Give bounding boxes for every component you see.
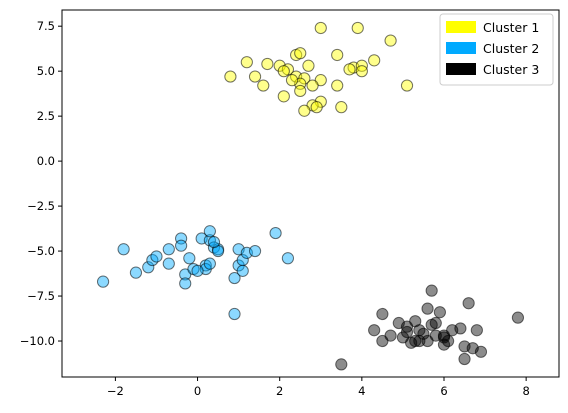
data-point <box>240 56 253 69</box>
data-point <box>376 307 389 321</box>
x-tick-label: 0 <box>194 384 201 398</box>
data-point <box>117 243 130 256</box>
data-point <box>384 34 397 47</box>
data-point <box>150 250 163 263</box>
data-point <box>310 101 323 114</box>
axes-frame <box>61 9 560 378</box>
data-point <box>162 257 175 270</box>
plot-area <box>96 21 525 371</box>
data-point <box>228 307 241 321</box>
y-tick-label: −10.0 <box>20 334 55 348</box>
y-tick-label: −7.5 <box>27 289 55 303</box>
data-point <box>302 59 315 72</box>
legend: Cluster 1 Cluster 2 Cluster 3 <box>439 13 554 86</box>
data-point <box>396 331 410 344</box>
y-tick-label: −2.5 <box>27 199 55 213</box>
data-point <box>421 302 434 315</box>
data-point <box>203 225 216 238</box>
data-point <box>298 104 311 117</box>
data-point <box>129 266 143 279</box>
data-point <box>417 327 430 340</box>
series-cluster-2 <box>96 225 295 321</box>
legend-swatch <box>446 63 476 75</box>
y-tick-label: 2.5 <box>37 109 55 123</box>
data-point <box>355 65 368 78</box>
data-point <box>248 70 262 83</box>
data-point <box>96 275 110 288</box>
axes: −2 0 2 4 6 8 −10.0 −7.5 −5.0 −2.5 0.0 2.5 5.0 7.5 <box>20 9 560 398</box>
data-point <box>179 277 192 290</box>
data-point <box>429 316 442 330</box>
data-point <box>281 252 295 265</box>
data-point <box>343 63 356 76</box>
data-point <box>277 90 290 103</box>
data-point <box>454 322 467 335</box>
data-point <box>335 358 348 371</box>
data-point <box>294 47 307 60</box>
data-point <box>285 74 299 87</box>
x-tick-label: 2 <box>276 384 283 398</box>
data-point <box>248 244 262 258</box>
data-point <box>437 329 451 342</box>
legend-swatch <box>446 21 476 33</box>
data-point <box>368 54 381 67</box>
data-point <box>474 345 488 358</box>
data-point <box>277 65 290 78</box>
data-point <box>314 21 327 35</box>
data-point <box>335 101 348 114</box>
legend-label: Cluster 2 <box>483 41 539 56</box>
x-tick-label: 8 <box>522 384 529 398</box>
data-point <box>228 271 241 285</box>
data-point <box>462 297 475 310</box>
data-point <box>409 334 422 348</box>
data-point <box>400 79 414 92</box>
data-point <box>269 226 282 240</box>
data-point <box>175 239 188 252</box>
data-point <box>142 261 155 274</box>
data-point <box>224 70 237 83</box>
data-point <box>162 243 175 256</box>
data-point <box>306 79 319 92</box>
y-tick-label: 0.0 <box>37 154 55 168</box>
legend-label: Cluster 1 <box>483 20 539 35</box>
data-point <box>368 324 381 337</box>
data-point <box>351 21 364 35</box>
data-point <box>183 252 196 265</box>
x-tick-label: 4 <box>358 384 365 398</box>
data-point <box>331 79 344 92</box>
x-tick-label: 6 <box>440 384 447 398</box>
legend-label: Cluster 3 <box>483 62 539 77</box>
data-point <box>470 324 483 337</box>
legend-swatch <box>446 42 476 54</box>
data-point <box>433 306 446 319</box>
data-point <box>261 57 274 71</box>
y-tick-label: −5.0 <box>27 244 55 258</box>
y-tick-label: 5.0 <box>37 64 55 78</box>
y-tick-label: 7.5 <box>37 19 55 33</box>
series-cluster-3 <box>335 284 525 371</box>
data-point <box>203 257 216 270</box>
data-point <box>191 264 204 277</box>
data-point <box>294 84 307 98</box>
data-point <box>425 284 438 297</box>
data-point <box>257 79 270 92</box>
data-point <box>331 48 344 62</box>
data-point <box>384 329 397 342</box>
data-point <box>236 264 249 277</box>
data-point <box>207 235 221 249</box>
data-point <box>458 352 471 366</box>
data-point <box>511 311 525 324</box>
x-tick-label: −2 <box>107 384 124 398</box>
series-cluster-1 <box>224 21 414 117</box>
